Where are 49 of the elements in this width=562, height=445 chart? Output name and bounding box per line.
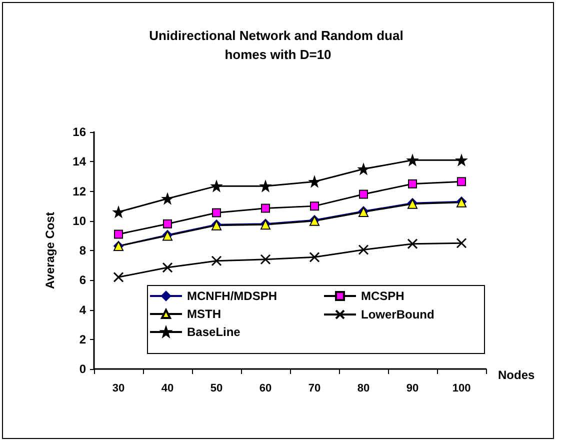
point [310, 202, 319, 211]
x-tick-label: 40 [161, 382, 174, 394]
x-tick-label: 90 [406, 382, 419, 394]
point [212, 208, 221, 218]
legend-label: BaseLine [187, 325, 241, 339]
legend-label: LowerBound [361, 308, 434, 322]
point [211, 256, 222, 266]
y-tick-label: 6 [79, 273, 86, 288]
point [261, 204, 270, 213]
x-tick-label: 60 [259, 382, 272, 394]
point [114, 230, 123, 239]
point [211, 180, 222, 192]
point [359, 190, 368, 199]
y-tick-label: 12 [72, 184, 86, 198]
point [407, 238, 418, 250]
point [456, 238, 467, 248]
x-tick-label: 50 [210, 382, 223, 394]
y-tick-label: 4 [79, 302, 86, 317]
point [407, 154, 418, 166]
point [162, 262, 173, 273]
legend-label: MCSPH [361, 289, 404, 303]
point [309, 252, 320, 262]
point [408, 179, 417, 188]
y-tick-label: 8 [79, 244, 86, 258]
x-tick-label: 80 [357, 382, 370, 394]
legend-label: MSTH [187, 307, 221, 321]
point [309, 176, 320, 188]
point [163, 219, 172, 228]
y-tick-label: 14 [72, 154, 86, 169]
x-axis-title: Nodes [498, 368, 535, 382]
y-axis-title: Average Cost [43, 212, 57, 289]
x-tick-label: 30 [112, 382, 125, 394]
y-tick-label: 2 [79, 332, 86, 346]
point [113, 272, 124, 282]
point [358, 164, 369, 175]
point [457, 177, 466, 186]
point [260, 180, 271, 192]
legend-label: MCNFH/MDSPH [187, 289, 277, 303]
point [358, 244, 369, 256]
x-tick-label: 70 [308, 382, 321, 394]
point [113, 206, 124, 218]
y-tick-label: 10 [72, 214, 86, 228]
point [456, 154, 467, 166]
y-tick-label: 0 [79, 362, 86, 376]
point [260, 254, 271, 265]
point [162, 193, 173, 204]
y-tick-label: 16 [72, 125, 86, 139]
x-tick-label: 100 [452, 382, 471, 394]
chart-title: Unidirectional Network and Random dual homes with D=10 [149, 28, 407, 62]
